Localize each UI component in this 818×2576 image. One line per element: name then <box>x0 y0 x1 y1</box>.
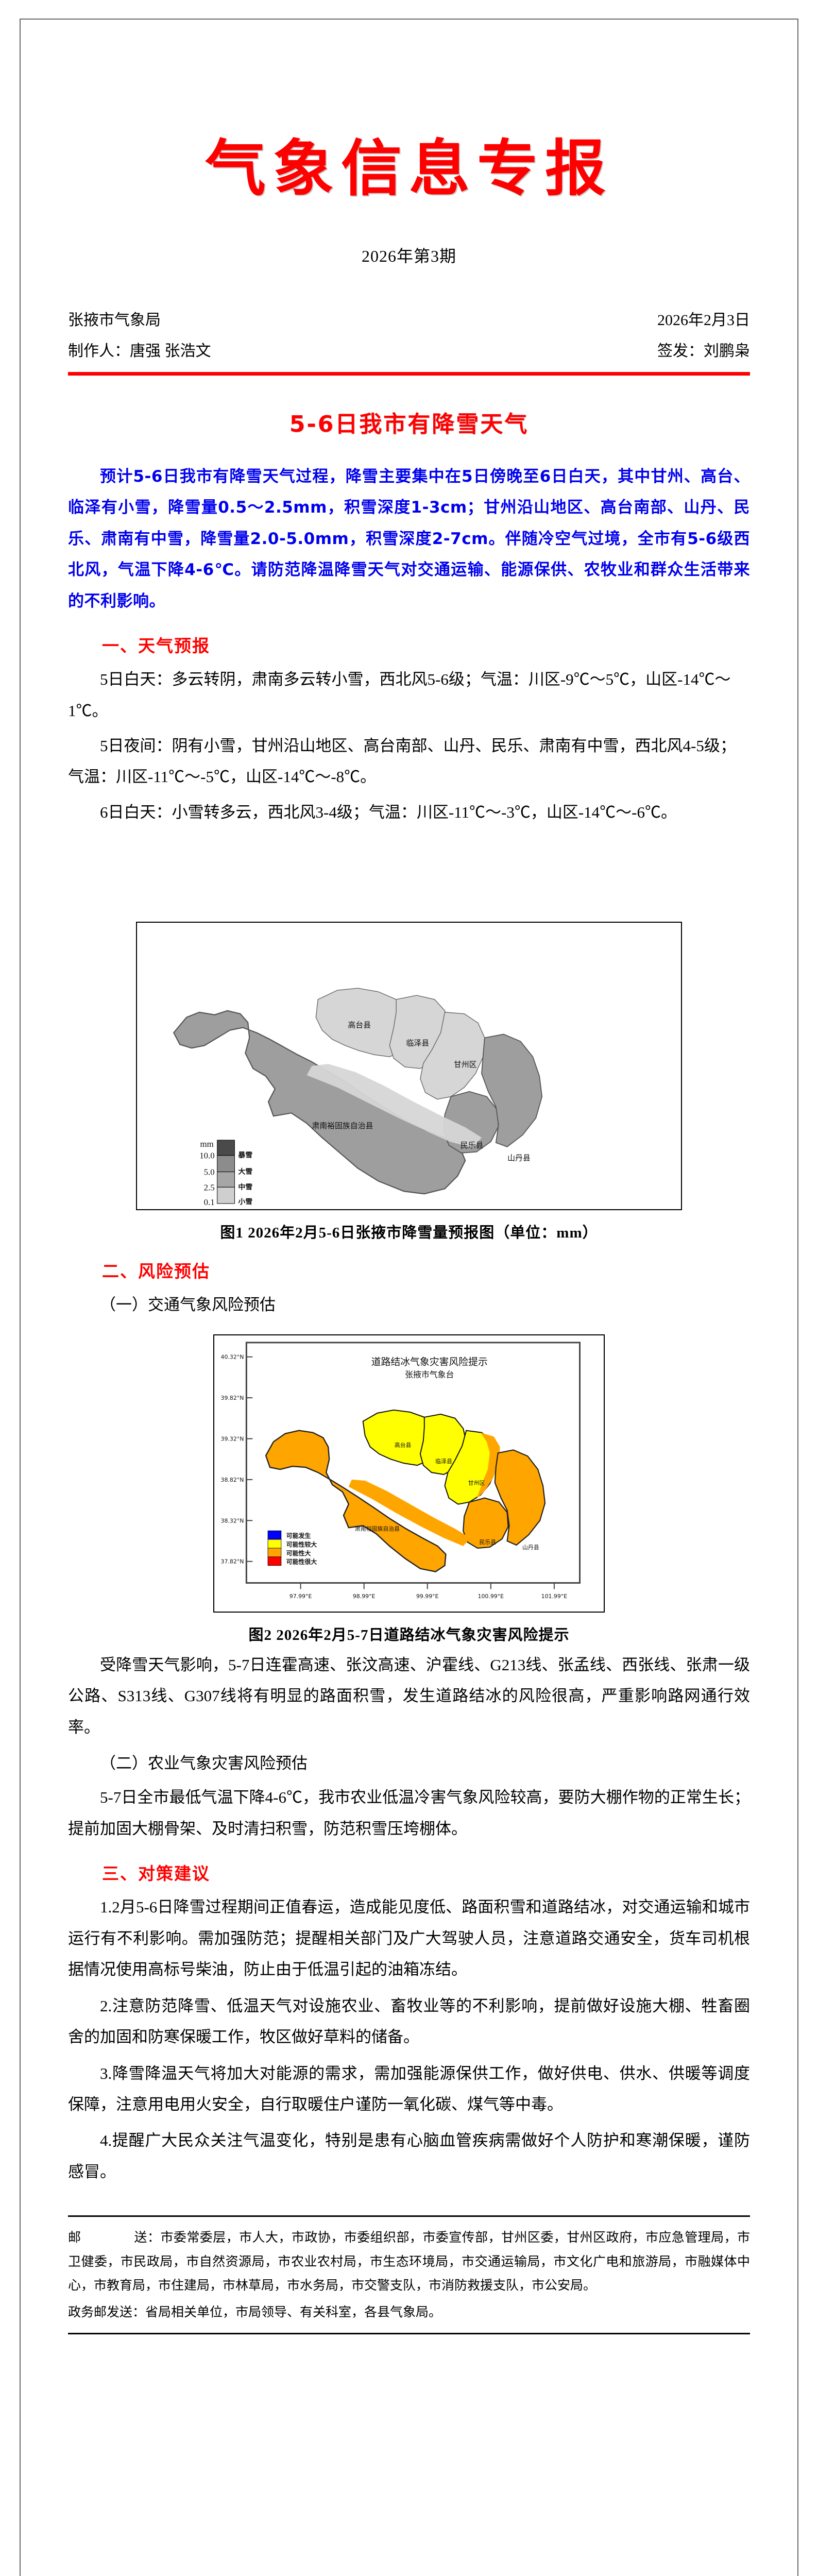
risk-sliver-ganzhou-east <box>476 1432 500 1499</box>
figure-2-caption: 图2 2026年2月5-7日道路结冰气象灾害风险提示 <box>248 1626 570 1643</box>
legend-label-baoxue: 暴雪 <box>237 1151 252 1160</box>
countermeasure-item-4: 4.提醒广大民众关注气温变化，特别是患有心脑血管疾病需做好个人防护和寒潮保暖，谨… <box>68 2131 750 2181</box>
map2-label-minle: 民乐县 <box>479 1539 496 1546</box>
legend-unit-mm: mm <box>200 1139 213 1149</box>
ytick-37-82: 37.82°N <box>221 1558 244 1565</box>
map2-label-gaotai: 高台县 <box>395 1441 412 1448</box>
article-title: 5-6日我市有降雪天气 <box>289 411 529 437</box>
map2-label-shandan: 山丹县 <box>522 1544 539 1551</box>
risk-legend-label-2: 可能性大 <box>286 1550 311 1557</box>
xtick-100-99: 100.99°E <box>478 1593 504 1600</box>
xtick-98-99: 98.99°E <box>353 1593 376 1600</box>
xtick-97-99: 97.99°E <box>289 1593 312 1600</box>
document-frame: 气象信息专报 2026年第3期 张掖市气象局 2026年2月3日 制作人：唐强 … <box>20 19 798 2576</box>
traffic-risk-paragraph: 受降雪天气影响，5-7日连霍高速、张汶高速、沪霍线、G213线、张孟线、西张线、… <box>68 1655 750 1736</box>
road-ice-risk-map-svg: 道路结冰气象灾害风险提示 张掖市气象台 40.32°N 39.82°N 39.3… <box>214 1335 604 1612</box>
header-row-org: 张掖市气象局 2026年2月3日 <box>68 307 750 330</box>
signer-name: 签发：刘鹏枭 <box>657 342 750 360</box>
legend-label-zhongxue: 中雪 <box>238 1183 252 1192</box>
map-label-linze: 临泽县 <box>406 1039 430 1048</box>
legend-value-2point5: 2.5 <box>204 1183 215 1193</box>
ytick-39-82: 39.82°N <box>221 1395 244 1401</box>
risk-region-shandan <box>494 1449 546 1546</box>
section-heading-countermeasures: 三、对策建议 <box>102 1863 210 1884</box>
longitude-axis: 97.99°E 98.99°E 99.99°E 100.99°E 101.99°… <box>289 1583 567 1600</box>
section-heading-forecast: 一、天气预报 <box>102 636 210 656</box>
xtick-101-99: 101.99°E <box>541 1593 568 1600</box>
legend-label-xiaoxue: 小雪 <box>238 1197 252 1206</box>
map2-label-linze: 临泽县 <box>435 1458 452 1465</box>
map2-subtitle: 张掖市气象台 <box>405 1370 454 1379</box>
snowfall-legend: mm 10.0 5.0 2.5 0.1 暴雪 大雪 中雪 <box>199 1139 252 1207</box>
countermeasure-item-1: 1.2月5-6日降雪过程期间正值春运，造成能见度低、路面积雪和道路结冰，对交通运… <box>68 1898 750 1979</box>
region-shandan <box>481 1033 543 1148</box>
article-lead-paragraph: 预计5-6日我市有降雪天气过程，降雪主要集中在5日傍晚至6日白天，其中甘州、高台… <box>68 467 750 611</box>
region-sunan <box>173 1010 466 1195</box>
risk-legend-label-0: 可能发生 <box>286 1532 311 1539</box>
bulletin-page: 气象信息专报 2026年第3期 张掖市气象局 2026年2月3日 制作人：唐强 … <box>0 19 818 2576</box>
legend-value-5: 5.0 <box>204 1167 215 1177</box>
ytick-38-82: 38.82°N <box>221 1477 244 1483</box>
latitude-axis: 40.32°N 39.82°N 39.32°N 38.82°N 38.32°N … <box>221 1353 253 1565</box>
figure-1: 高台县 临泽县 甘州区 肃南裕固族自治县 民乐县 山丹县 mm <box>68 922 750 1242</box>
risk-region-sunan <box>265 1430 447 1572</box>
snowfall-map-svg: 高台县 临泽县 甘州区 肃南裕固族自治县 民乐县 山丹县 mm <box>138 923 680 1210</box>
red-divider <box>68 371 750 376</box>
page-title: 气象信息专报 <box>204 133 613 204</box>
map2-label-ganzhou: 甘州区 <box>468 1480 485 1486</box>
issue-number: 2026年第3期 <box>361 246 456 265</box>
subsection-heading-agriculture: （二）农业气象灾害风险预估 <box>100 1754 308 1773</box>
ytick-40-32: 40.32°N <box>221 1353 244 1360</box>
issue-date: 2026年2月3日 <box>657 311 750 329</box>
issuing-organization: 张掖市气象局 <box>68 311 161 329</box>
distribution-line-1: 邮 送：市委常委层，市人大，市政协，市委组织部，市委宣传部，甘州区委，甘州区政府… <box>68 2231 750 2293</box>
map-label-shandan: 山丹县 <box>507 1154 531 1163</box>
map-label-sunan: 肃南裕固族自治县 <box>312 1121 373 1130</box>
figure-2: 道路结冰气象灾害风险提示 张掖市气象台 40.32°N 39.82°N 39.3… <box>68 1334 750 1645</box>
ytick-39-32: 39.32°N <box>221 1435 244 1442</box>
xtick-99-99: 99.99°E <box>416 1593 439 1600</box>
map2-title: 道路结冰气象灾害风险提示 <box>371 1356 488 1367</box>
countermeasure-item-3: 3.降雪降温天气将加大对能源的需求，需加强能源保供工作，做好供电、供水、供暖等调… <box>68 2064 750 2113</box>
road-ice-risk-map-container: 道路结冰气象灾害风险提示 张掖市气象台 40.32°N 39.82°N 39.3… <box>213 1334 605 1613</box>
map-label-gaotai: 高台县 <box>348 1021 371 1030</box>
producer-names: 制作人：唐强 张浩文 <box>68 342 211 360</box>
subsection-heading-traffic: （一）交通气象风险预估 <box>100 1296 276 1314</box>
risk-band-transition <box>348 1479 471 1546</box>
footer-bottom-rule <box>68 2333 750 2335</box>
risk-region-minle <box>463 1497 509 1549</box>
masthead: 气象信息专报 2026年第3期 <box>68 29 750 267</box>
risk-legend-label-1: 可能性较大 <box>286 1541 317 1548</box>
snowfall-map-container: 高台县 临泽县 甘州区 肃南裕固族自治县 民乐县 山丹县 mm <box>136 922 682 1211</box>
risk-legend-label-3: 可能性很大 <box>286 1558 317 1565</box>
map2-label-sunan: 肃南裕固族自治县 <box>355 1525 400 1532</box>
forecast-item-day6: 6日白天：小雪转多云，西北风3-4级；气温：川区-11℃～-3℃，山区-14℃～… <box>100 803 677 821</box>
forecast-item-day5: 5日白天：多云转阴，肃南多云转小雪，西北风5-6级；气温：川区-9℃～5℃，山区… <box>68 670 731 720</box>
distribution-line-2: 政务邮发送：省局相关单位，市局领导、有关科室，各县气象局。 <box>68 2306 442 2320</box>
header-row-people: 制作人：唐强 张浩文 签发：刘鹏枭 <box>68 338 750 361</box>
legend-value-0point1: 0.1 <box>204 1197 215 1207</box>
map-label-minle: 民乐县 <box>461 1141 484 1150</box>
agriculture-risk-paragraph: 5-7日全市最低气温下降4-6℃，我市农业低温冷害气象风险较高，要防大棚作物的正… <box>68 1788 750 1838</box>
figure-1-caption: 图1 2026年2月5-6日张掖市降雪量预报图（单位：mm） <box>220 1225 598 1242</box>
map-label-ganzhou: 甘州区 <box>454 1060 477 1069</box>
snow-belt-overlay <box>306 1064 482 1148</box>
layout-gap <box>68 831 750 908</box>
ytick-38-32: 38.32°N <box>221 1517 244 1524</box>
section-heading-risk: 二、风险预估 <box>102 1261 210 1282</box>
legend-value-10: 10.0 <box>199 1151 215 1161</box>
risk-legend: 可能发生 可能性较大 可能性大 可能性很大 <box>267 1530 317 1566</box>
forecast-item-night5: 5日夜间：阴有小雪，甘州沿山地区、高台南部、山丹、民乐、肃南有中雪，西北风4-5… <box>68 736 736 786</box>
header-meta: 张掖市气象局 2026年2月3日 制作人：唐强 张浩文 签发：刘鹏枭 <box>68 307 750 361</box>
countermeasure-item-2: 2.注意防范降雪、低温天气对设施农业、畜牧业等的不利影响，提前做好设施大棚、牲畜… <box>68 1996 750 2046</box>
legend-label-daxue: 大雪 <box>238 1167 252 1176</box>
distribution-footer: 邮 送：市委常委层，市人大，市政协，市委组织部，市委宣传部，甘州区委，甘州区政府… <box>68 2215 750 2335</box>
